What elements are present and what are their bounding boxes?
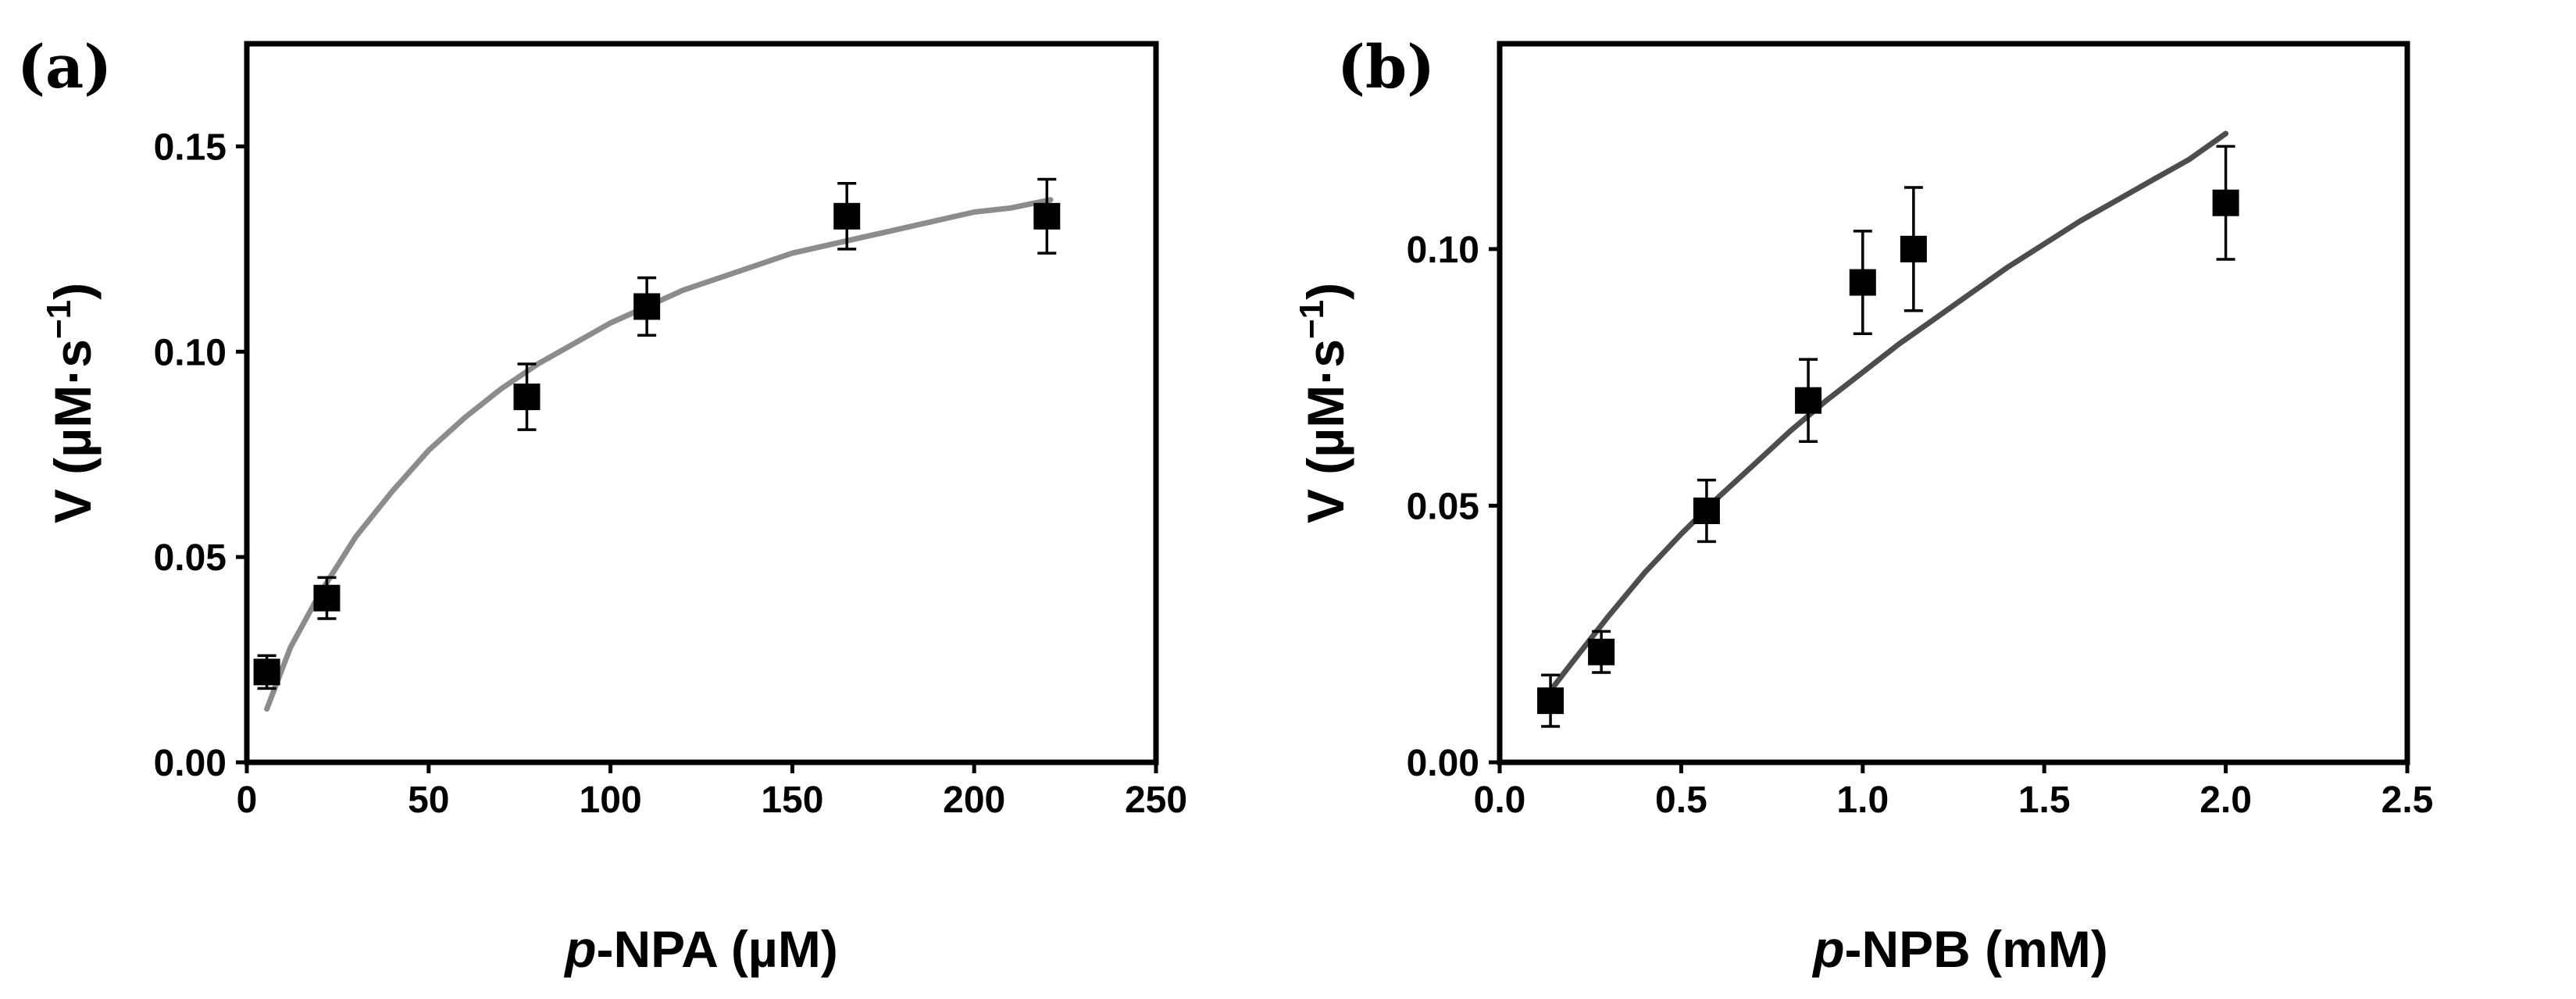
square-marker — [1033, 202, 1061, 230]
panel-b-y-axis-title: V (µM·s−1) — [1293, 283, 1354, 523]
data-point — [633, 276, 661, 337]
data-point — [1588, 630, 1615, 674]
data-point — [1693, 478, 1720, 544]
panel-b-ticks: 0.0 0.5 1.0 1.5 2.0 2.5 0.00 0.05 0.10 — [1407, 230, 2434, 821]
square-marker — [253, 658, 280, 686]
square-marker — [1588, 638, 1615, 665]
square-marker — [1900, 235, 1927, 262]
panel-a-chart: (a) 0 50 100 150 200 250 0.00 0.05 0.10 0.15 p-NP… — [17, 32, 1187, 978]
square-marker — [1849, 269, 1876, 296]
x-tick-label: 1.0 — [1836, 780, 1889, 821]
panel-b-y-axis-title-main: V (µM·s — [1297, 339, 1354, 523]
panel-a-x-axis-title-italic: p — [563, 920, 596, 978]
x-tick-label: 100 — [580, 780, 642, 821]
y-tick-label: 0.15 — [154, 127, 227, 168]
data-point — [513, 362, 541, 431]
x-tick-label: 0 — [237, 780, 258, 821]
data-point — [2212, 144, 2239, 261]
square-marker — [313, 584, 341, 612]
data-point — [253, 654, 280, 690]
x-tick-label: 250 — [1125, 780, 1187, 821]
panel-a-y-axis-title-main: V (µM·s — [44, 339, 102, 523]
panel-b-fit-curve-group — [1547, 130, 2229, 694]
y-tick-label: 0.00 — [1407, 743, 1479, 784]
panel-a-y-axis-title-sup: −1 — [40, 300, 78, 339]
data-point — [1033, 177, 1061, 255]
y-tick-label: 0.10 — [154, 332, 227, 373]
data-point — [1849, 230, 1876, 336]
x-tick-label: 200 — [943, 780, 1005, 821]
panel-a-y-axis-title: V (µM·s−1) — [40, 283, 102, 523]
square-marker — [513, 384, 541, 411]
panel-b-label: (b) — [1337, 32, 1435, 102]
y-tick-label: 0.05 — [154, 537, 227, 579]
x-tick-label: 0.5 — [1655, 780, 1707, 821]
fit-curve — [264, 197, 1054, 712]
x-tick-label: 2.5 — [2382, 780, 2434, 821]
fit-curve — [1547, 130, 2229, 694]
panel-a-ticks: 0 50 100 150 200 250 0.00 0.05 0.10 0.15 — [154, 127, 1187, 821]
data-point — [1900, 186, 1927, 312]
panel-a-data-points — [253, 177, 1061, 690]
panel-a-x-axis-title: p-NPA (µM) — [563, 920, 838, 978]
panel-b-x-axis-title: p-NPB (mM) — [1811, 920, 2108, 978]
panel-a-label: (a) — [17, 32, 112, 102]
x-tick-label: 2.0 — [2200, 780, 2252, 821]
panel-a-x-axis-title-rest: -NPA (µM) — [597, 920, 838, 978]
y-tick-label: 0.00 — [154, 743, 227, 784]
x-tick-label: 150 — [761, 780, 823, 821]
panel-a-y-axis-title-close: ) — [44, 283, 102, 300]
y-tick-label: 0.10 — [1407, 230, 1479, 271]
square-marker — [1795, 387, 1822, 414]
y-tick-label: 0.05 — [1407, 486, 1479, 527]
panel-b-chart: (b) 0.0 0.5 1.0 1.5 2.0 2.5 0.00 0.05 0.10 p-NPB… — [1293, 32, 2433, 978]
square-marker — [1537, 687, 1565, 715]
panel-b-y-axis-title-close: ) — [1297, 283, 1354, 300]
square-marker — [833, 202, 861, 230]
panel-b-x-axis-title-italic: p — [1811, 920, 1844, 978]
data-point — [1795, 358, 1822, 444]
data-point — [833, 181, 861, 251]
x-tick-label: 50 — [408, 780, 449, 821]
square-marker — [1693, 498, 1720, 524]
panel-a-fit-curve-group — [264, 197, 1054, 712]
square-marker — [2212, 189, 2239, 216]
panel-b-plot-frame — [1497, 41, 2410, 765]
x-tick-label: 1.5 — [2018, 780, 2071, 821]
data-point — [1537, 673, 1565, 728]
panel-b-y-axis-title-sup: −1 — [1293, 300, 1331, 339]
panel-b-x-axis-title-rest: -NPB (mM) — [1845, 920, 2108, 978]
data-point — [313, 576, 341, 620]
square-marker — [633, 293, 661, 320]
panel-b-data-points — [1537, 144, 2239, 728]
panel-a-plot-frame — [244, 41, 1159, 765]
x-tick-label: 0.0 — [1474, 780, 1526, 821]
